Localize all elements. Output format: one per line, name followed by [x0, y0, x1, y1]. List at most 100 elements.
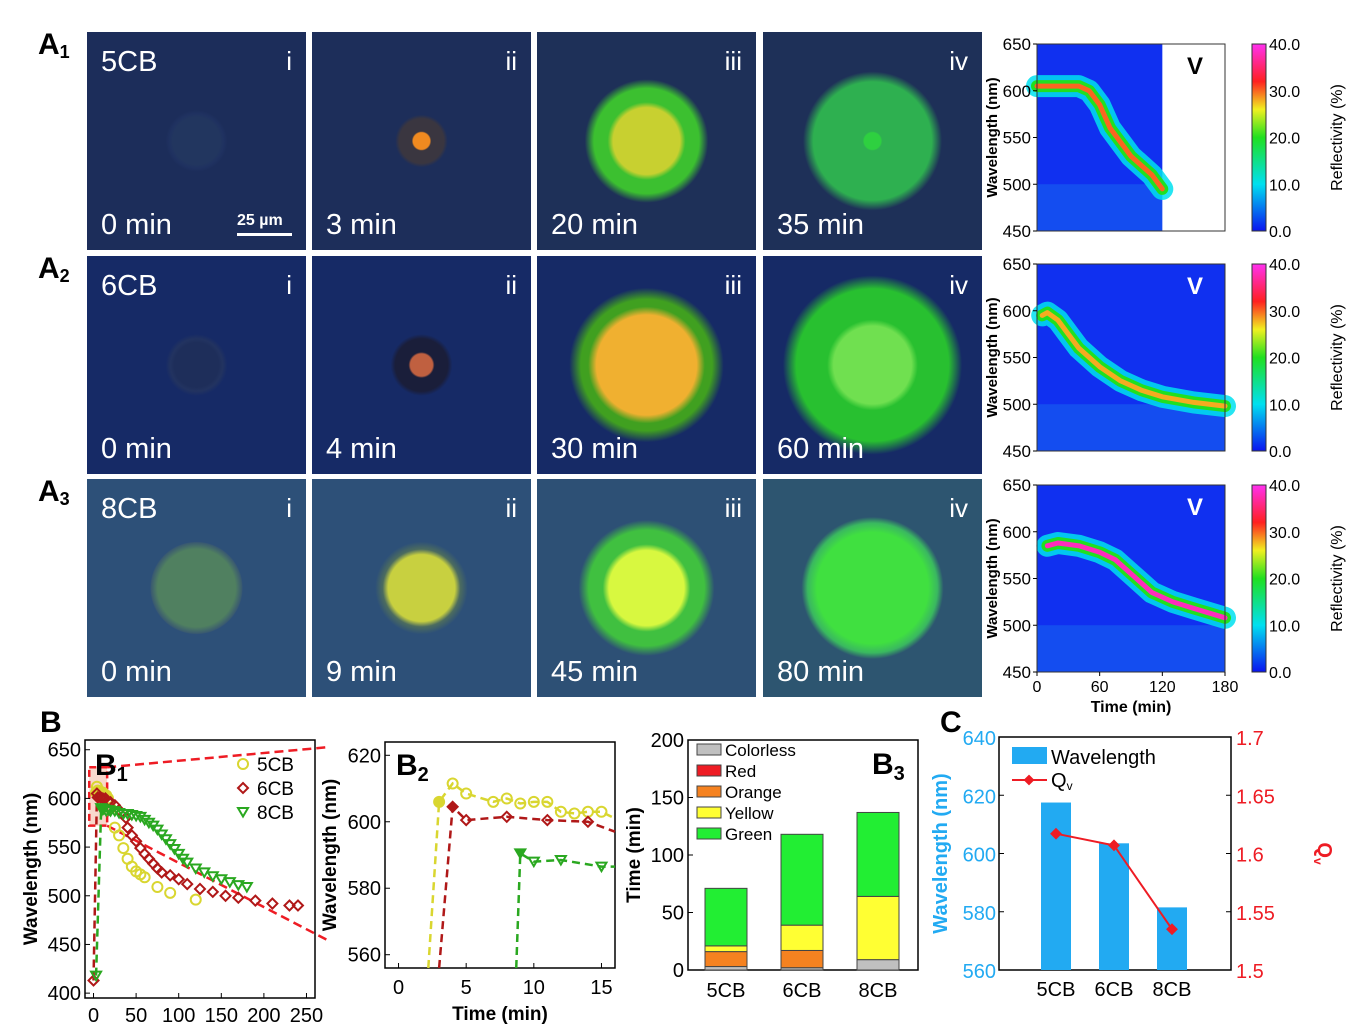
- y2-tick-label: 1.5: [1236, 961, 1264, 983]
- panel-label-b2: B2: [396, 749, 429, 786]
- colorbar: [1251, 484, 1267, 673]
- data-point: [142, 817, 156, 830]
- legend-label: Yellow: [725, 804, 774, 823]
- data-point: [248, 894, 262, 908]
- subpanel-numeral: ii: [505, 270, 517, 300]
- micrograph-6cb-iii: iii 30 min: [537, 256, 756, 474]
- subpanel-numeral: iv: [949, 46, 968, 76]
- x-tick-label: 5CB: [1037, 979, 1076, 1001]
- subpanel-numeral: i: [286, 493, 292, 523]
- heatmap-label: V: [1187, 494, 1203, 521]
- x-tick-label: 150: [205, 1005, 238, 1027]
- subpanel-numeral: ii: [505, 493, 517, 523]
- legend-swatch: [696, 743, 722, 756]
- x-tick-label: 100: [162, 1005, 195, 1027]
- y-axis-label: Wavelength (nm): [21, 793, 42, 945]
- chart-b1: 400 450 500 550 600 650 0 50 100 150 200 250 Time (m…: [21, 739, 330, 1034]
- data-point: [459, 813, 473, 827]
- data-point: [231, 880, 246, 892]
- y-tick-label: 580: [963, 903, 996, 925]
- y-tick-label: 560: [963, 961, 996, 983]
- time-label: 9 min: [326, 656, 397, 688]
- data-point: [188, 863, 203, 875]
- micrograph-6cb-iv: iv 60 min: [763, 256, 982, 474]
- x-tick-label: 8CB: [859, 980, 898, 1002]
- subpanel-numeral: iv: [949, 270, 968, 300]
- legend-label: Wavelength: [1051, 747, 1156, 769]
- x-axis-label: Time (min): [1091, 699, 1172, 716]
- x-axis-label: Time (min): [152, 1032, 248, 1034]
- x-tick-label: 8CB: [1153, 979, 1192, 1001]
- data-point: [163, 868, 177, 882]
- x-tick-label: 6CB: [783, 980, 822, 1002]
- colorbar-tick-label: 10.0: [1269, 618, 1300, 635]
- subpanel-numeral: iii: [724, 493, 742, 523]
- y-axis-label: Wavelength (nm): [984, 518, 1001, 638]
- panel-letter-b: B: [40, 706, 62, 739]
- colorbar-tick-label: 0.0: [1269, 665, 1291, 682]
- micrograph-5cb-i: 5CB i 0 min 25 µm: [87, 32, 306, 250]
- y-tick-label: 620: [963, 786, 996, 808]
- colorbar-tick-label: 40.0: [1269, 478, 1300, 495]
- data-point: [513, 848, 528, 860]
- zoom-connector-bottom: [106, 824, 330, 943]
- legend-swatch: [696, 764, 722, 777]
- time-label: 0 min: [101, 209, 172, 241]
- y-tick-label: 450: [1003, 663, 1031, 682]
- micrograph-8cb-i: 8CB i 0 min: [87, 479, 306, 697]
- colorbar-tick-label: 40.0: [1269, 257, 1300, 274]
- heatmap-noise-band: [1037, 625, 1225, 672]
- bar-segment-orange: [780, 949, 824, 969]
- y-tick-label: 650: [48, 740, 81, 762]
- x-tick-label: 15: [590, 977, 612, 999]
- data-point: [581, 815, 595, 829]
- data-point: [283, 899, 296, 912]
- data-point: [568, 807, 581, 820]
- colorbar-tick-label: 10.0: [1269, 397, 1300, 414]
- micrograph-8cb-ii: ii 9 min: [312, 479, 531, 697]
- y-tick-label: 0: [673, 960, 684, 982]
- data-point: [291, 899, 305, 912]
- chart-b2: 560 580 600 620 0 5 10 15 Time (min) Wavelength (…: [320, 741, 616, 1025]
- y-tick-label: 500: [1003, 616, 1031, 635]
- y-tick-label: 550: [1003, 129, 1031, 148]
- plot-frame: [384, 741, 616, 969]
- y-tick-label: 600: [1003, 82, 1031, 101]
- legend-label: Orange: [725, 783, 782, 802]
- y-tick-label: 580: [348, 878, 381, 900]
- material-label: 8CB: [101, 493, 158, 525]
- series-8cb: [89, 803, 254, 983]
- panel-letter-a2: A2: [38, 252, 70, 286]
- subpanel-numeral: i: [286, 270, 292, 300]
- time-label: 45 min: [551, 656, 639, 688]
- data-point: [265, 897, 279, 910]
- y-axis-label: Wavelength (nm): [930, 773, 952, 933]
- data-point: [172, 872, 186, 886]
- data-point: [236, 807, 250, 819]
- y-axis-label: Wavelength (nm): [984, 297, 1001, 417]
- x-tick-label: 5CB: [707, 980, 746, 1002]
- micrograph-6cb-ii: ii 4 min: [312, 256, 531, 474]
- y-axis-label: Wavelength (nm): [984, 77, 1001, 197]
- colorbar: [1251, 43, 1267, 232]
- data-point: [197, 867, 212, 879]
- data-point: [446, 777, 459, 790]
- y-tick-label: 550: [1003, 349, 1031, 368]
- y-tick-label: 550: [1003, 570, 1031, 589]
- bar-segment-yellow: [704, 945, 748, 953]
- y-tick-label: 450: [48, 934, 81, 956]
- colorbar-label: Reflectivity (%): [1329, 84, 1346, 191]
- micrograph-8cb-iv: iv 80 min: [763, 479, 982, 697]
- data-point: [151, 881, 164, 894]
- data-point: [137, 814, 152, 827]
- legend-label: Green: [725, 825, 772, 844]
- legend-label: 5CB: [257, 755, 294, 776]
- series-connector: [94, 807, 104, 976]
- colorbar-tick-label: 40.0: [1269, 37, 1300, 54]
- x-tick-label: 5: [461, 977, 472, 999]
- data-point: [180, 877, 194, 891]
- heatmap-v-1: V 650 600 550 500 450 Wavelength (nm) 40.0 30.0 2…: [984, 35, 1346, 241]
- bar-segment-orange: [704, 951, 748, 968]
- panel-label-b3: B3: [872, 748, 905, 785]
